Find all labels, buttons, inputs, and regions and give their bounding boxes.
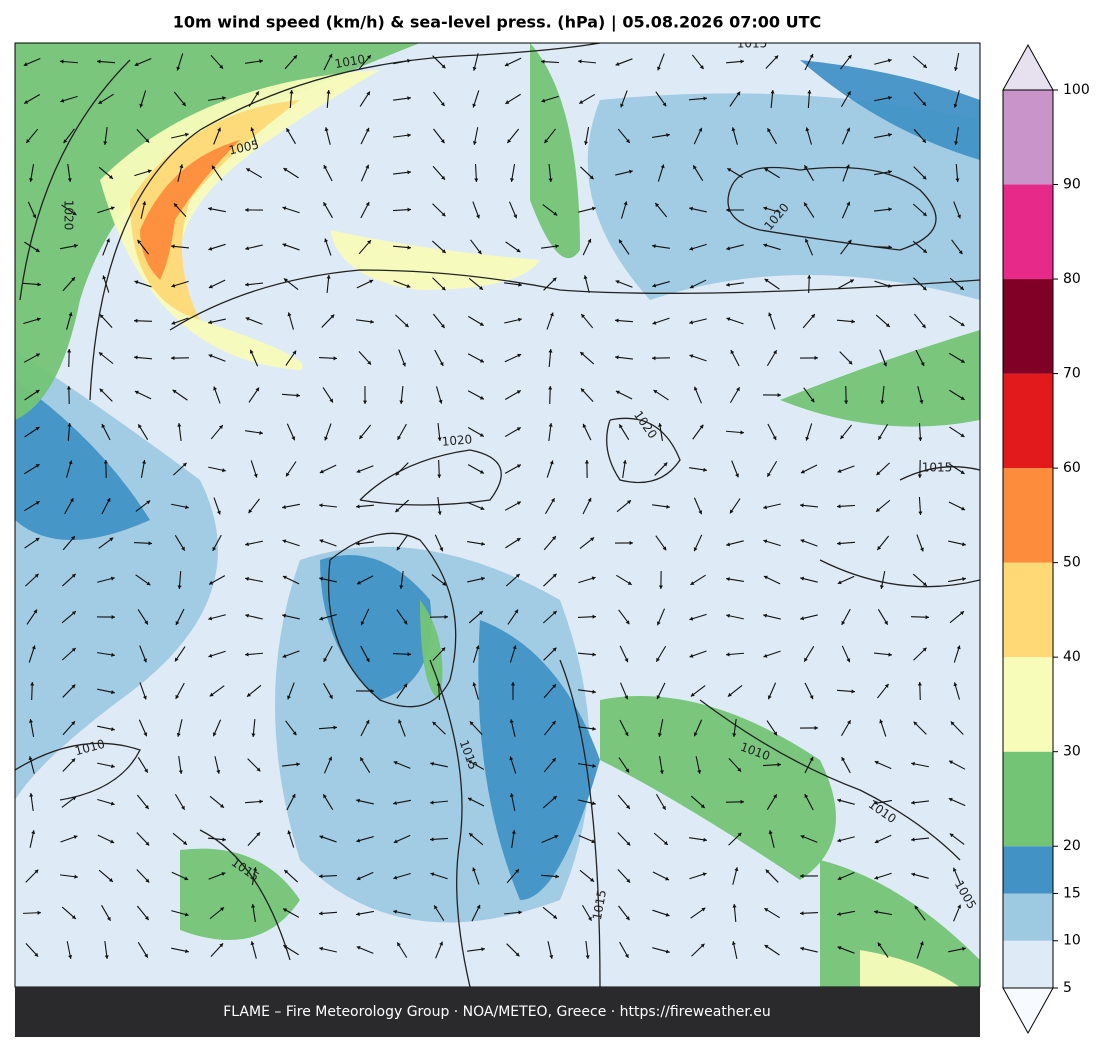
contour-label: 1020 bbox=[62, 200, 76, 231]
colorbar-tick-label: 40 bbox=[1063, 649, 1081, 665]
colorbar: 5 10 15 20 30 40 50 60 70 80 90 100 bbox=[1003, 45, 1090, 1033]
colorbar-tick-label: 90 bbox=[1063, 177, 1081, 193]
colorbar-tick-label: 100 bbox=[1063, 82, 1090, 98]
colorbar-over bbox=[1003, 45, 1053, 90]
colorbar-tick-label: 30 bbox=[1063, 744, 1081, 760]
colorbar-tick-label: 60 bbox=[1063, 460, 1081, 476]
colorbar-segment bbox=[1003, 468, 1053, 563]
colorbar-segment bbox=[1003, 185, 1053, 280]
footer: FLAME – Fire Meteorology Group · NOA/MET… bbox=[223, 1004, 771, 1020]
colorbar-segment bbox=[1003, 657, 1053, 752]
colorbar-tick-label: 15 bbox=[1063, 885, 1081, 901]
colorbar-segment bbox=[1003, 846, 1053, 893]
colorbar-segment bbox=[1003, 374, 1053, 469]
colorbar-tick-label: 20 bbox=[1063, 838, 1081, 854]
colorbar-segment bbox=[1003, 752, 1053, 847]
colorbar-tick-label: 80 bbox=[1063, 271, 1081, 287]
contour-label: 1015 bbox=[922, 461, 953, 475]
colorbar-segment bbox=[1003, 563, 1053, 658]
colorbar-tick-label: 10 bbox=[1063, 933, 1081, 949]
title: 10m wind speed (km/h) & sea-level press.… bbox=[173, 13, 822, 33]
colorbar-tick-label: 5 bbox=[1063, 980, 1072, 996]
colorbar-tick-label: 50 bbox=[1063, 555, 1081, 571]
colorbar-segment bbox=[1003, 893, 1053, 940]
colorbar-segment bbox=[1003, 90, 1053, 185]
colorbar-segment bbox=[1003, 941, 1053, 988]
colorbar-segment bbox=[1003, 279, 1053, 374]
colorbar-tick-label: 70 bbox=[1063, 366, 1081, 382]
contour-label: 1020 bbox=[441, 432, 473, 449]
colorbar-under bbox=[1003, 988, 1053, 1033]
